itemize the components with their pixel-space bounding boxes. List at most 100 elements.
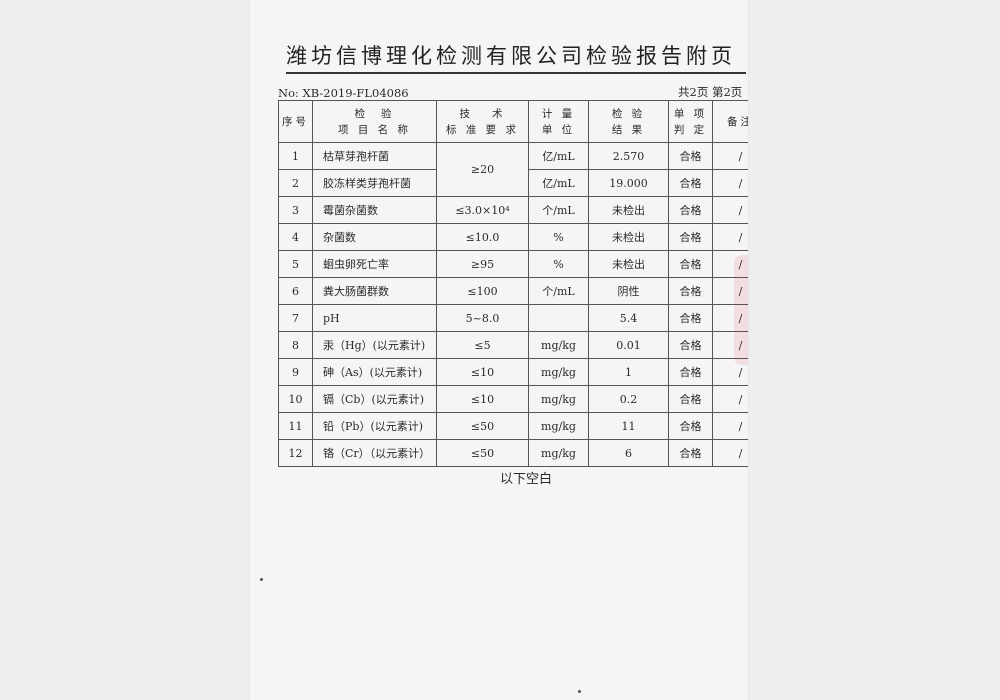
column-header: 检 验 结 果 xyxy=(588,100,669,143)
cell-result: 5.4 xyxy=(588,304,669,332)
table-row: 9 砷（As）(以元素计) ≤10 mg/kg 1 合格 / xyxy=(278,358,748,386)
cell-judge: 合格 xyxy=(668,385,713,413)
table-row: 8 汞（Hg）(以元素计) ≤5 mg/kg 0.01 合格 / xyxy=(278,331,748,359)
cell-result: 2.570 xyxy=(588,142,669,170)
cell-item: pH xyxy=(312,304,437,332)
cell-standard: ≤50 xyxy=(436,439,529,467)
cell-no: 2 xyxy=(278,169,313,197)
column-header: 单 项 判 定 xyxy=(668,100,713,143)
cell-remark: / xyxy=(712,358,748,386)
cell-result: 未检出 xyxy=(588,250,669,278)
cell-unit: 个/mL xyxy=(528,196,589,224)
cell-remark: / xyxy=(712,439,748,467)
cell-standard: ≤10 xyxy=(436,358,529,386)
cell-judge: 合格 xyxy=(668,439,713,467)
table-row: 3 霉菌杂菌数 ≤3.0×10⁴ 个/mL 未检出 合格 / xyxy=(278,196,748,224)
cell-remark: / xyxy=(712,385,748,413)
cell-unit: % xyxy=(528,250,589,278)
cell-item: 胶冻样类芽孢杆菌 xyxy=(312,169,437,197)
cell-remark: / xyxy=(712,304,748,332)
cell-judge: 合格 xyxy=(668,196,713,224)
cell-result: 0.01 xyxy=(588,331,669,359)
cell-no: 9 xyxy=(278,358,313,386)
cell-item: 铬（Cr）（以元素计） xyxy=(312,439,437,467)
cell-item: 铅（Pb）(以元素计) xyxy=(312,412,437,440)
cell-item: 汞（Hg）(以元素计) xyxy=(312,331,437,359)
cell-standard: ≤10.0 xyxy=(436,223,529,251)
cell-no: 3 xyxy=(278,196,313,224)
cell-remark: / xyxy=(712,250,748,278)
cell-remark: / xyxy=(712,223,748,251)
cell-standard: 5~8.0 xyxy=(436,304,529,332)
cell-item: 蛔虫卵死亡率 xyxy=(312,250,437,278)
cell-result: 未检出 xyxy=(588,196,669,224)
cell-no: 7 xyxy=(278,304,313,332)
cell-judge: 合格 xyxy=(668,358,713,386)
cell-item: 霉菌杂菌数 xyxy=(312,196,437,224)
cell-remark: / xyxy=(712,142,748,170)
cell-remark: / xyxy=(712,277,748,305)
cell-unit: mg/kg xyxy=(528,331,589,359)
cell-result: 6 xyxy=(588,439,669,467)
cell-judge: 合格 xyxy=(668,223,713,251)
cell-no: 8 xyxy=(278,331,313,359)
cell-unit: 亿/mL xyxy=(528,169,589,197)
scan-speck xyxy=(260,578,263,581)
cell-no: 11 xyxy=(278,412,313,440)
cell-item: 粪大肠菌群数 xyxy=(312,277,437,305)
table-row: 5 蛔虫卵死亡率 ≥95% 未检出 合格 / xyxy=(278,250,748,278)
report-number: No: XB-2019-FL04086 xyxy=(278,86,409,100)
cell-standard: ≤3.0×10⁴ xyxy=(436,196,529,224)
cell-standard: ≥20 xyxy=(436,142,529,197)
column-header: 序号 xyxy=(278,100,313,143)
cell-unit: 亿/mL xyxy=(528,142,589,170)
cell-standard: ≤50 xyxy=(436,412,529,440)
cell-result: 0.2 xyxy=(588,385,669,413)
cell-item: 砷（As）(以元素计) xyxy=(312,358,437,386)
cell-judge: 合格 xyxy=(668,331,713,359)
page-info: 共2页 第2页 xyxy=(678,85,743,99)
cell-unit: mg/kg xyxy=(528,385,589,413)
document-page: 潍坊信博理化检测有限公司检验报告附页 No: XB-2019-FL04086 共… xyxy=(250,0,748,700)
table-row: 7 pH 5~8.0 5.4 合格 / xyxy=(278,304,748,332)
cell-unit: 个/mL xyxy=(528,277,589,305)
cell-no: 6 xyxy=(278,277,313,305)
cell-judge: 合格 xyxy=(668,169,713,197)
inspection-table: 序号检 验 项 目 名 称技 术 标 准 要 求计 量 单 位检 验 结 果单 … xyxy=(278,100,748,467)
table-row: 4 杂菌数 ≤10.0% 未检出 合格 / xyxy=(278,223,748,251)
cell-no: 5 xyxy=(278,250,313,278)
cell-judge: 合格 xyxy=(668,277,713,305)
cell-remark: / xyxy=(712,331,748,359)
column-header: 备注 xyxy=(712,100,748,143)
cell-judge: 合格 xyxy=(668,250,713,278)
cell-unit: % xyxy=(528,223,589,251)
end-note: 以下空白 xyxy=(500,472,553,487)
cell-unit xyxy=(528,304,589,332)
column-header: 计 量 单 位 xyxy=(528,100,589,143)
table-row: 1 枯草芽孢杆菌 ≥20 亿/mL 2.570 合格 / xyxy=(278,142,748,197)
table-row: 12 铬（Cr）（以元素计） ≤50 mg/kg 6 合格 / xyxy=(278,439,748,467)
table-row: 6 粪大肠菌群数 ≤100 个/mL 阴性 合格 / xyxy=(278,277,748,305)
cell-unit: mg/kg xyxy=(528,412,589,440)
cell-no: 1 xyxy=(278,142,313,170)
table-row: 2 胶冻样类芽孢杆菌 亿/mL 19.000 合格 / xyxy=(278,169,748,197)
cell-no: 10 xyxy=(278,385,313,413)
cell-remark: / xyxy=(712,412,748,440)
scan-speck xyxy=(578,690,581,693)
cell-no: 4 xyxy=(278,223,313,251)
cell-result: 19.000 xyxy=(588,169,669,197)
cell-judge: 合格 xyxy=(668,142,713,170)
cell-item: 镉（Cb）(以元素计) xyxy=(312,385,437,413)
table-header-row: 序号检 验 项 目 名 称技 术 标 准 要 求计 量 单 位检 验 结 果单 … xyxy=(278,100,748,143)
table-row: 10 镉（Cb）(以元素计) ≤10 mg/kg 0.2 合格 / xyxy=(278,385,748,413)
column-header: 检 验 项 目 名 称 xyxy=(312,100,437,143)
cell-standard: ≤100 xyxy=(436,277,529,305)
column-header: 技 术 标 准 要 求 xyxy=(436,100,529,143)
table-row: 11 铅（Pb）(以元素计) ≤50 mg/kg 11 合格 / xyxy=(278,412,748,440)
cell-result: 11 xyxy=(588,412,669,440)
cell-remark: / xyxy=(712,196,748,224)
cell-judge: 合格 xyxy=(668,412,713,440)
cell-result: 1 xyxy=(588,358,669,386)
document-title: 潍坊信博理化检测有限公司检验报告附页 xyxy=(286,40,746,74)
cell-result: 阴性 xyxy=(588,277,669,305)
